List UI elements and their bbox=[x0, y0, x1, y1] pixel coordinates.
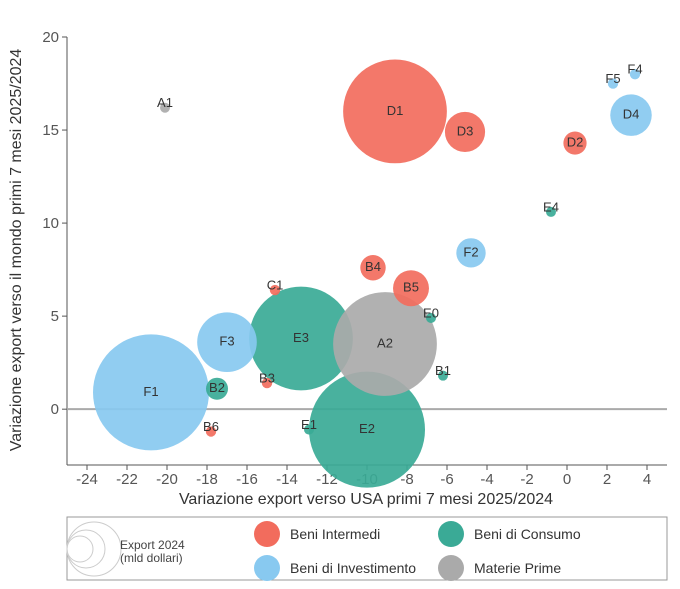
bubble-label-F4: F4 bbox=[627, 62, 642, 77]
bubble-label-B4: B4 bbox=[365, 259, 381, 274]
x-tick-label: -6 bbox=[440, 471, 453, 488]
legend-swatch-beni-intermedi bbox=[254, 521, 280, 547]
x-tick-label: -18 bbox=[196, 471, 218, 488]
bubble-B6 bbox=[205, 426, 217, 437]
bubble-C1 bbox=[269, 284, 281, 296]
bubble-E1 bbox=[304, 424, 314, 435]
y-axis-title: Variazione export verso il mondo primi 7… bbox=[8, 49, 25, 452]
bubble-labels: E2 F1 D1 E3 A2 F3 D4 D3 B5 F2 B4 D2 B2 C1 B3 B6 F4 F5 E4 E0… bbox=[143, 62, 642, 436]
x-tick-label: -20 bbox=[156, 471, 178, 488]
bubble-label-E2: E2 bbox=[359, 421, 375, 436]
x-tick-label: 2 bbox=[603, 471, 611, 488]
x-tick-label: -22 bbox=[116, 471, 138, 488]
bubble-D3 bbox=[444, 111, 486, 152]
y-tick-label: 10 bbox=[42, 215, 59, 232]
y-tick-label: 20 bbox=[42, 29, 59, 46]
legend-size-label-line2: (mld dollari) bbox=[120, 551, 183, 565]
y-tick-label: 0 bbox=[51, 401, 59, 418]
bubble-label-C1: C1 bbox=[267, 278, 284, 293]
y-tick-label: 15 bbox=[42, 122, 59, 139]
bubble-A1 bbox=[160, 102, 170, 113]
bubble-E4 bbox=[546, 206, 556, 217]
bubble-B1 bbox=[438, 370, 448, 381]
bubble-F1 bbox=[93, 334, 209, 451]
bubble-D2 bbox=[563, 131, 587, 155]
bubble-label-B3: B3 bbox=[259, 371, 275, 386]
legend-label-materie-prime: Materie Prime bbox=[474, 560, 561, 576]
bubble-label-D1: D1 bbox=[387, 103, 404, 118]
bubble-A2 bbox=[333, 292, 437, 396]
bubble-label-B2: B2 bbox=[209, 380, 225, 395]
x-tick-label: -4 bbox=[480, 471, 493, 488]
bubble-B4 bbox=[360, 255, 386, 281]
bubbles bbox=[93, 59, 652, 488]
bubble-label-B1: B1 bbox=[435, 363, 451, 378]
bubble-D4 bbox=[610, 94, 652, 136]
legend-size-label-line1: Export 2024 bbox=[120, 538, 185, 552]
bubble-D1 bbox=[343, 59, 447, 164]
legend-swatch-materie-prime bbox=[438, 555, 464, 581]
bubble-label-A2: A2 bbox=[377, 335, 393, 350]
bubble-label-F1: F1 bbox=[143, 384, 158, 399]
bubble-E2 bbox=[309, 371, 425, 488]
legend-swatch-beni-di-investimento bbox=[254, 555, 280, 581]
legend-label-beni-di-consumo: Beni di Consumo bbox=[474, 526, 581, 542]
bubble-F4 bbox=[629, 69, 641, 80]
bubble-label-B6: B6 bbox=[203, 419, 219, 434]
legend-label-beni-di-investimento: Beni di Investimento bbox=[290, 560, 416, 576]
bubble-label-F3: F3 bbox=[219, 334, 234, 349]
x-tick-label: -14 bbox=[276, 471, 298, 488]
bubble-B5 bbox=[393, 270, 429, 307]
x-tick-label: -16 bbox=[236, 471, 258, 488]
bubble-label-B5: B5 bbox=[403, 280, 419, 295]
x-tick-label: -24 bbox=[76, 471, 98, 488]
bubble-B3 bbox=[261, 377, 273, 389]
x-axis-title: Variazione export verso USA primi 7 mesi… bbox=[179, 491, 553, 508]
bubble-label-D3: D3 bbox=[457, 123, 474, 138]
bubble-label-E4: E4 bbox=[543, 199, 559, 214]
bubble-label-D4: D4 bbox=[623, 107, 640, 122]
legend-items: Beni Intermedi Beni di Consumo Beni di Inv… bbox=[254, 521, 581, 581]
legend: Export 2024 (mld dollari) Beni Intermedi… bbox=[66, 516, 668, 581]
bubble-label-E0: E0 bbox=[423, 305, 439, 320]
legend-label-beni-intermedi: Beni Intermedi bbox=[290, 526, 380, 542]
bubble-F2 bbox=[456, 238, 486, 268]
bubble-label-F2: F2 bbox=[463, 244, 478, 259]
bubble-label-D2: D2 bbox=[567, 135, 584, 150]
bubble-E0 bbox=[426, 312, 436, 323]
bubble-label-E1: E1 bbox=[301, 417, 317, 432]
x-tick-label: -2 bbox=[520, 471, 533, 488]
bubble-label-A1: A1 bbox=[157, 95, 173, 110]
x-tick-label: 4 bbox=[643, 471, 651, 488]
bubble-B2 bbox=[205, 377, 229, 400]
y-tick-label: 5 bbox=[51, 308, 59, 325]
bubble-F5 bbox=[607, 78, 619, 89]
legend-box bbox=[66, 516, 668, 581]
bubble-label-E3: E3 bbox=[293, 330, 309, 345]
bubble-E3 bbox=[249, 286, 353, 391]
x-tick-label: 0 bbox=[563, 471, 571, 488]
x-tick-label: -8 bbox=[400, 471, 413, 488]
legend-swatch-beni-di-consumo bbox=[438, 521, 464, 547]
bubble-label-F5: F5 bbox=[605, 71, 620, 86]
bubble-F3 bbox=[197, 312, 257, 372]
legend-size-circle-small bbox=[66, 535, 94, 563]
